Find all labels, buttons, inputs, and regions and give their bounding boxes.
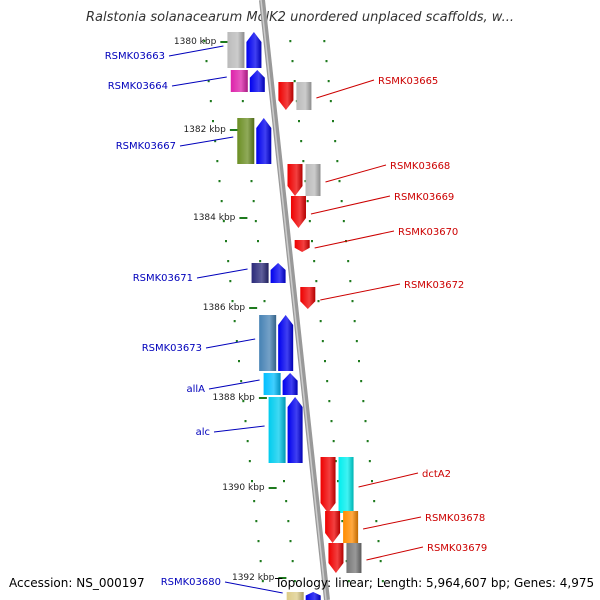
gene-rsmk03667[interactable] <box>237 118 272 164</box>
gene-dcta2[interactable] <box>320 457 354 513</box>
gene-rsmk03678[interactable] <box>325 511 359 543</box>
gene-label-right[interactable]: RSMK03678 <box>425 513 485 524</box>
gene-rsmk03665[interactable] <box>278 82 312 110</box>
sequence-axis <box>259 0 330 600</box>
gene-label-right[interactable]: RSMK03668 <box>390 161 450 172</box>
gene-rsmk03672[interactable] <box>300 287 316 309</box>
gene-label-right[interactable]: RSMK03672 <box>404 280 464 291</box>
gene-rsmk03669[interactable] <box>290 196 306 228</box>
gene-rsmk03663[interactable] <box>227 32 262 68</box>
gene-label-left[interactable]: allA <box>186 384 205 395</box>
map-title: Ralstonia solanacearum MolK2 unordered u… <box>85 10 514 25</box>
gene-label-right[interactable]: RSMK03665 <box>378 76 438 87</box>
gene-label-left[interactable]: RSMK03673 <box>142 343 202 354</box>
gene-rsmk03673[interactable] <box>259 315 294 371</box>
gene-rsmk03680[interactable] <box>286 592 321 600</box>
gene-label-left[interactable]: RSMK03671 <box>133 273 193 284</box>
ruler-label: 1380 kbp <box>174 37 217 47</box>
gene-alc[interactable] <box>268 397 303 463</box>
gene-label-right[interactable]: RSMK03679 <box>427 543 487 554</box>
gene-label-left[interactable]: RSMK03667 <box>116 141 176 152</box>
gene-label-left[interactable]: RSMK03664 <box>108 81 168 92</box>
gene-rsmk03664[interactable] <box>230 70 265 92</box>
gene-label-left[interactable]: RSMK03680 <box>161 577 221 588</box>
gene-rsmk03668[interactable] <box>287 164 321 196</box>
gene-rsmk03671[interactable] <box>251 263 286 283</box>
gene-label-right[interactable]: RSMK03669 <box>394 192 454 203</box>
gene-label-right[interactable]: RSMK03670 <box>398 227 458 238</box>
topology-text: Topology: linear; Length: 5,964,607 bp; … <box>275 576 595 590</box>
gene-rsmk03670[interactable] <box>294 240 310 252</box>
ruler-label: 1392 kbp <box>232 573 275 583</box>
gene-label-left[interactable]: alc <box>196 427 210 438</box>
ruler-label: 1388 kbp <box>212 393 255 403</box>
gene-label-left[interactable]: RSMK03663 <box>105 51 165 62</box>
gene-alla[interactable] <box>263 373 298 395</box>
ruler-label: 1382 kbp <box>183 125 226 135</box>
ruler-label: 1386 kbp <box>203 303 246 313</box>
accession-text: Accession: NS_000197 <box>9 576 145 590</box>
gene-label-right[interactable]: dctA2 <box>422 469 451 480</box>
ruler-label: 1390 kbp <box>222 483 265 493</box>
gene-rsmk03679[interactable] <box>328 543 362 573</box>
ruler-label: 1384 kbp <box>193 213 236 223</box>
